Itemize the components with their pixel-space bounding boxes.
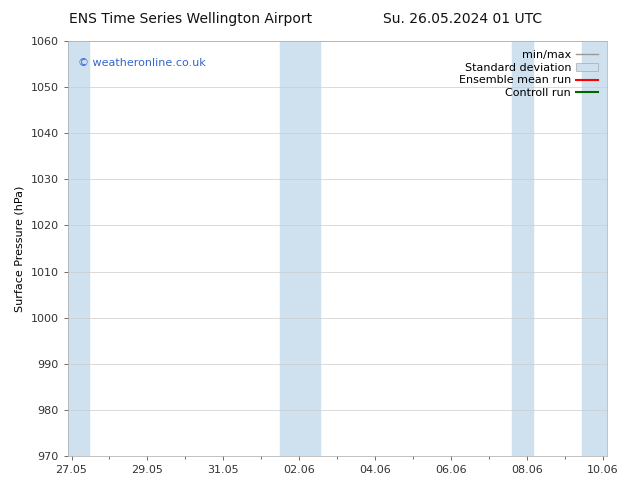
Text: © weatheronline.co.uk: © weatheronline.co.uk [79,58,206,68]
Bar [582,41,607,456]
Bar [68,41,89,456]
Bar [512,41,533,456]
Text: ENS Time Series Wellington Airport: ENS Time Series Wellington Airport [68,12,312,26]
Bar [280,41,320,456]
Legend: min/max, Standard deviation, Ensemble mean run, Controll run: min/max, Standard deviation, Ensemble me… [455,47,601,101]
Y-axis label: Surface Pressure (hPa): Surface Pressure (hPa) [15,185,25,312]
Text: Su. 26.05.2024 01 UTC: Su. 26.05.2024 01 UTC [384,12,542,26]
